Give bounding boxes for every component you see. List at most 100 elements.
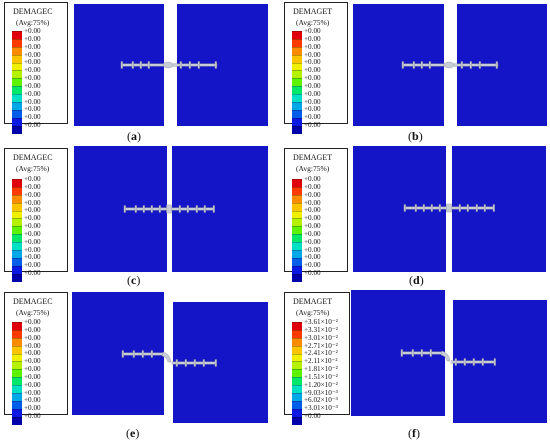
legend-value: +0.00 xyxy=(24,113,41,122)
legend: DEMAGEC (Avg:75%) +0.00 +0.00 +0.00 +0.0… xyxy=(4,292,68,425)
legend-color-swatch xyxy=(12,117,22,126)
legend-color-swatch xyxy=(292,117,302,126)
legend-values: +3.61×10⁻² +3.31×10⁻² +3.01×10⁻² +2.71×1… xyxy=(304,318,338,421)
legend-color-swatch xyxy=(12,377,22,386)
legend-value: +0.00 xyxy=(304,206,321,215)
legend-color-swatch xyxy=(292,234,302,243)
legend-subtitle: (Avg:75%) xyxy=(16,164,50,173)
mesh-viewport xyxy=(351,290,547,423)
legend-value: +0.00 xyxy=(304,105,321,114)
legend-color-swatch xyxy=(292,31,302,39)
legend-value: +0.00 xyxy=(304,27,321,35)
legend-value: +0.00 xyxy=(24,325,41,334)
legend-value: +0.00 xyxy=(24,349,41,358)
legend: DEMAGEC (Avg:75%) +0.00 +0.00 +0.00 +0.0… xyxy=(4,2,68,134)
legend-value: +0.00 xyxy=(24,333,41,342)
legend-value: +0.00 xyxy=(24,58,41,67)
legend-color-swatch xyxy=(292,265,302,274)
legend-value: +3.01×10⁻² xyxy=(304,333,338,342)
legend: DEMAGET (Avg:75%) +0.00 +0.00 +0.00 +0.0… xyxy=(284,148,348,282)
legend-title: DEMAGEC xyxy=(13,7,53,16)
connector xyxy=(401,61,499,69)
legend-value: +2.11×10⁻² xyxy=(304,357,338,366)
legend-value: +0.00 xyxy=(24,81,41,90)
legend-color-swatch xyxy=(12,416,22,425)
panel-caption: (e) xyxy=(126,426,140,440)
legend-color-swatch xyxy=(292,329,302,338)
legend-color-swatch xyxy=(292,210,302,219)
panel-f: DEMAGET (Avg:75%) +3.61×10⁻² +3.31×10⁻² … xyxy=(280,290,550,445)
legend-color-swatch xyxy=(292,109,302,118)
legend-value: +0.00 xyxy=(304,182,321,191)
legend-subtitle: (Avg:75%) xyxy=(16,308,50,317)
legend-color-swatch xyxy=(12,257,22,266)
legend-color-swatch xyxy=(12,38,22,47)
legend-value: +0.00 xyxy=(24,222,41,231)
connector xyxy=(120,61,218,69)
legend-value: +0.00 xyxy=(24,206,41,215)
legend-color-swatch xyxy=(12,322,22,330)
legend-color-swatch xyxy=(12,194,22,203)
mesh-viewport xyxy=(72,292,268,423)
legend-color-swatch xyxy=(12,78,22,87)
legend-value: +0.00 xyxy=(24,269,41,278)
connector xyxy=(403,203,495,213)
legend-value: +0.00 xyxy=(24,74,41,83)
legend-title: DEMAGEC xyxy=(13,153,53,162)
legend-title: DEMAGET xyxy=(293,7,333,16)
legend-value: +0.00 xyxy=(24,261,41,270)
legend-color-swatch xyxy=(292,186,302,195)
legend-color-swatch xyxy=(292,46,302,55)
legend-color-swatch xyxy=(12,31,22,39)
legend-value: +0.00 xyxy=(304,269,321,278)
legend-values: +0.00 +0.00 +0.00 +0.00 +0.00 +0.00 +0.0… xyxy=(24,27,41,130)
legend-color-swatch xyxy=(292,250,302,258)
legend-value: +0.00 xyxy=(24,318,41,326)
legend-value: +0.00 xyxy=(24,105,41,114)
legend-color-swatch xyxy=(292,273,302,282)
legend-color-swatch xyxy=(12,70,22,79)
legend-color-swatch xyxy=(12,186,22,195)
legend-value: +0.00 xyxy=(24,121,41,130)
legend-values: +0.00 +0.00 +0.00 +0.00 +0.00 +0.00 +0.0… xyxy=(24,318,41,421)
legend-value: +0.00 xyxy=(24,229,41,238)
legend-value: +1.51×10⁻² xyxy=(304,372,338,381)
legend-value: +0.00 xyxy=(304,66,321,75)
legend-color-swatch xyxy=(12,109,22,118)
legend-value: +0.00 xyxy=(24,372,41,381)
legend-value: +0.00 xyxy=(24,357,41,366)
legend-value: +0.00 xyxy=(304,89,321,98)
legend-color-swatch xyxy=(12,86,22,95)
connector xyxy=(400,349,496,366)
legend-value: +0.00 xyxy=(24,89,41,98)
connector xyxy=(123,204,215,214)
panel-b: DEMAGET (Avg:75%) +0.00 +0.00 +0.00 +0.0… xyxy=(280,0,550,148)
legend-value: +0.00 xyxy=(24,388,41,397)
legend-value: +0.00 xyxy=(304,113,321,122)
legend-value: +0.00 xyxy=(24,380,41,389)
legend-color-swatch xyxy=(292,179,302,187)
legend-value: +0.00 xyxy=(24,50,41,59)
legend-value: +0.00 xyxy=(24,404,41,413)
legend-color-swatch xyxy=(292,78,302,87)
legend-color-swatch xyxy=(12,393,22,401)
panel-caption: (f) xyxy=(408,426,420,440)
legend-color-swatch xyxy=(12,94,22,103)
legend-color-swatch xyxy=(292,70,302,79)
legend-value: +1.81×10⁻² xyxy=(304,365,338,374)
legend-value: +0.00 xyxy=(304,121,321,130)
legend-color-swatch xyxy=(292,377,302,386)
panel-a: DEMAGEC (Avg:75%) +0.00 +0.00 +0.00 +0.0… xyxy=(0,0,275,148)
legend-title: DEMAGET xyxy=(293,297,333,306)
legend-title: DEMAGET xyxy=(293,153,333,162)
legend-value: +0.00 xyxy=(24,175,41,183)
legend-color-swatch xyxy=(292,408,302,417)
legend-values: +0.00 +0.00 +0.00 +0.00 +0.00 +0.00 +0.0… xyxy=(304,175,321,278)
legend-value: +0.00 xyxy=(304,74,321,83)
legend-value: +0.00 xyxy=(24,237,41,246)
legend-color-swatch xyxy=(12,273,22,282)
legend-color-swatch xyxy=(292,361,302,370)
legend-subtitle: (Avg:75%) xyxy=(296,308,330,317)
legend-color-swatch xyxy=(292,202,302,211)
legend-subtitle: (Avg:75%) xyxy=(296,164,330,173)
